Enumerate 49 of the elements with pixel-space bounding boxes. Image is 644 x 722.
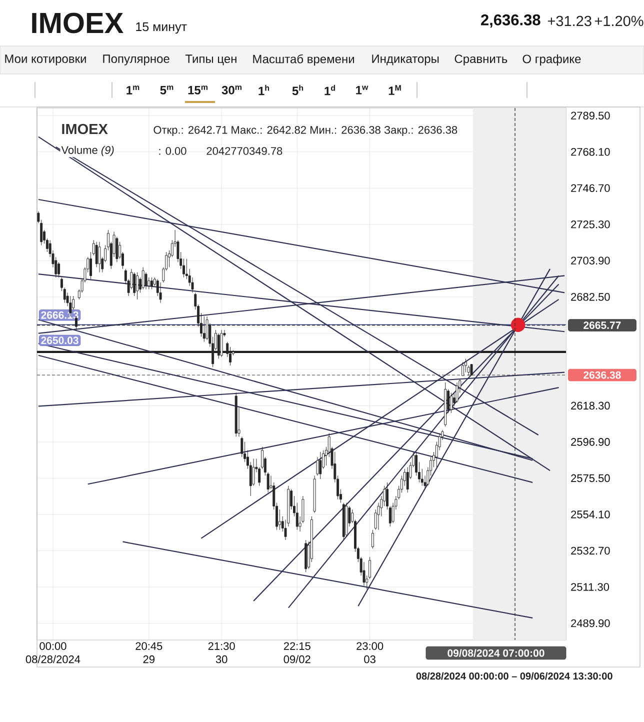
y-tick-label: 2489.90 bbox=[571, 619, 610, 628]
y-tick-label: 2618.30 bbox=[571, 402, 610, 410]
text: Масштаб времени bbox=[253, 54, 354, 66]
ref-line-label: 2665.77 bbox=[584, 322, 621, 329]
annotation: Откр.: 2642.71 Макс.: 2642.82 Мин.: 2636.38 Закр.: 2636.38 bbox=[154, 126, 458, 136]
text: +1.20% bbox=[594, 16, 644, 26]
text: 1$^{w}$ bbox=[356, 86, 368, 94]
text: 30$^{m}$ bbox=[222, 86, 242, 94]
text: 1$^{h}$ bbox=[258, 84, 270, 96]
text: Мои котировки bbox=[5, 54, 86, 66]
text: О графике bbox=[522, 54, 581, 66]
y-tick-label: 2575.50 bbox=[571, 474, 610, 482]
x-tick-label: 21:30 30 bbox=[208, 642, 235, 664]
y-tick-label: 2511.30 bbox=[571, 583, 610, 591]
text: +31.23 bbox=[548, 16, 592, 26]
text: 08/28/2024 00:00:00 – 09/06/2024 13:30:00 bbox=[416, 672, 612, 680]
text: 5$^{h}$ bbox=[292, 84, 304, 96]
y-tick-label: 2746.70 bbox=[571, 184, 610, 192]
text: Сравнить bbox=[454, 54, 508, 66]
y-tick-label: 2554.10 bbox=[571, 510, 610, 518]
text: Индикаторы bbox=[372, 54, 439, 66]
text: 5$^{m}$ bbox=[160, 86, 174, 94]
annotation: IMOEX bbox=[62, 124, 108, 134]
text: 1$^{M}$ bbox=[388, 85, 401, 95]
text: 15$^{m}$ bbox=[188, 86, 208, 94]
y-tick-label: 2789.50 bbox=[571, 112, 610, 120]
text: Популярное bbox=[103, 54, 170, 66]
chart-title: IMOEX bbox=[32, 12, 124, 34]
text: 2,636.38 bbox=[480, 14, 540, 28]
x-tick-label: 22:15 09/02 bbox=[284, 642, 310, 664]
y-tick-label: 2532.70 bbox=[571, 546, 610, 555]
ref-line-label: 2636.38 bbox=[584, 371, 621, 379]
text: 1$^{m}$ bbox=[126, 86, 140, 94]
x-tick-label: 00:00 08/28/2024 bbox=[26, 642, 80, 664]
annotation: 2042770349.78 bbox=[206, 147, 282, 155]
y-tick-label: 2703.90 bbox=[571, 256, 610, 265]
text: Типы цен bbox=[185, 54, 236, 66]
text: 1$^{d}$ bbox=[324, 84, 335, 96]
y-tick-label: 2725.30 bbox=[571, 220, 610, 228]
ref-line-label: 2650.03 bbox=[41, 336, 78, 344]
text: 09/08/2024 07:00:00 bbox=[448, 649, 544, 657]
annotation: Volume (9) bbox=[61, 146, 114, 156]
annotation: : 0.00 bbox=[159, 147, 186, 155]
chart-subtitle: 15 минут bbox=[136, 22, 187, 34]
y-tick-label: 2682.50 bbox=[571, 293, 610, 301]
y-tick-label: 2768.10 bbox=[571, 148, 610, 156]
y-tick-label: 2596.90 bbox=[571, 438, 610, 446]
x-tick-label: 23:00 03 bbox=[356, 642, 384, 664]
x-tick-label: 20:45 29 bbox=[136, 642, 162, 664]
